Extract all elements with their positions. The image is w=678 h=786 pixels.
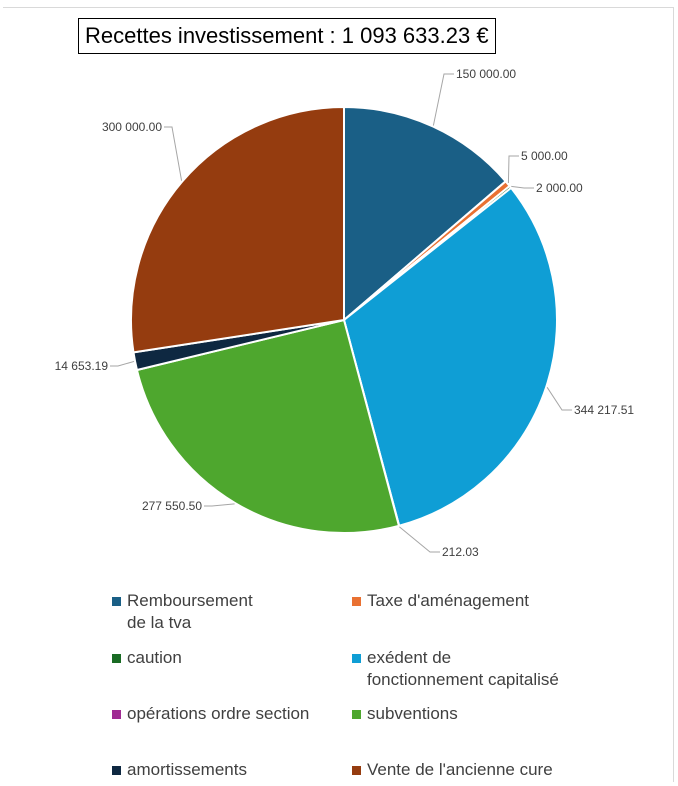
legend-item-8: Vente de l'ancienne cure [352,759,553,781]
legend-swatch-1 [112,597,121,606]
chart-frame [3,7,674,782]
legend-label-8: Vente de l'ancienne cure [367,760,553,779]
legend-swatch-4 [352,654,361,663]
leader-line-1 [432,73,454,126]
leader-line-6 [204,503,235,507]
legend-swatch-7 [112,766,121,775]
legend-label-7: amortissements [127,760,247,779]
legend-item-4: exédent de fonctionnement capitalisé [352,647,559,691]
legend-label-5: opérations ordre section [127,704,310,723]
pie-slice-4 [342,186,558,527]
legend-label-2: Taxe d'aménagement [367,591,530,610]
pie-slice-6 [135,318,401,534]
leader-line-5 [398,526,440,553]
leader-line-4 [546,387,572,411]
legend-label-6: subventions [367,704,458,723]
leader-line-2 [507,155,519,184]
data-label-5: 212.03 [442,545,479,559]
data-label-3: 2 000.00 [536,181,583,195]
data-label-2: 5 000.00 [521,149,568,163]
data-label-4: 344 217.51 [574,403,634,417]
legend-label-4: exédent de fonctionnement capitalisé [367,648,559,689]
data-label-8: 300 000.00 [102,120,162,134]
legend-item-2: Taxe d'aménagement [352,590,529,612]
pie-slice-1 [343,105,508,323]
legend-item-6: subventions [352,703,458,725]
legend-swatch-8 [352,766,361,775]
data-label-6: 277 550.50 [142,499,202,513]
pie-slice-8 [130,105,345,354]
legend-label-1: Remboursement de la tva [127,591,253,632]
leader-line-3 [511,185,534,189]
legend-item-7: amortissements [112,759,247,781]
data-label-7: 14 653.19 [55,359,109,373]
chart-title: Recettes investissement : 1 093 633.23 € [78,18,496,54]
legend-item-1: Remboursement de la tva [112,590,253,634]
leader-line-8 [164,126,183,181]
data-label-1: 150 000.00 [456,67,516,81]
legend-swatch-2 [352,597,361,606]
leader-line-7 [110,360,135,367]
legend-swatch-6 [352,710,361,719]
legend-item-3: caution [112,647,182,669]
legend-swatch-5 [112,710,121,719]
legend-swatch-3 [112,654,121,663]
legend-item-5: opérations ordre section [112,703,309,725]
legend-label-3: caution [127,648,182,667]
